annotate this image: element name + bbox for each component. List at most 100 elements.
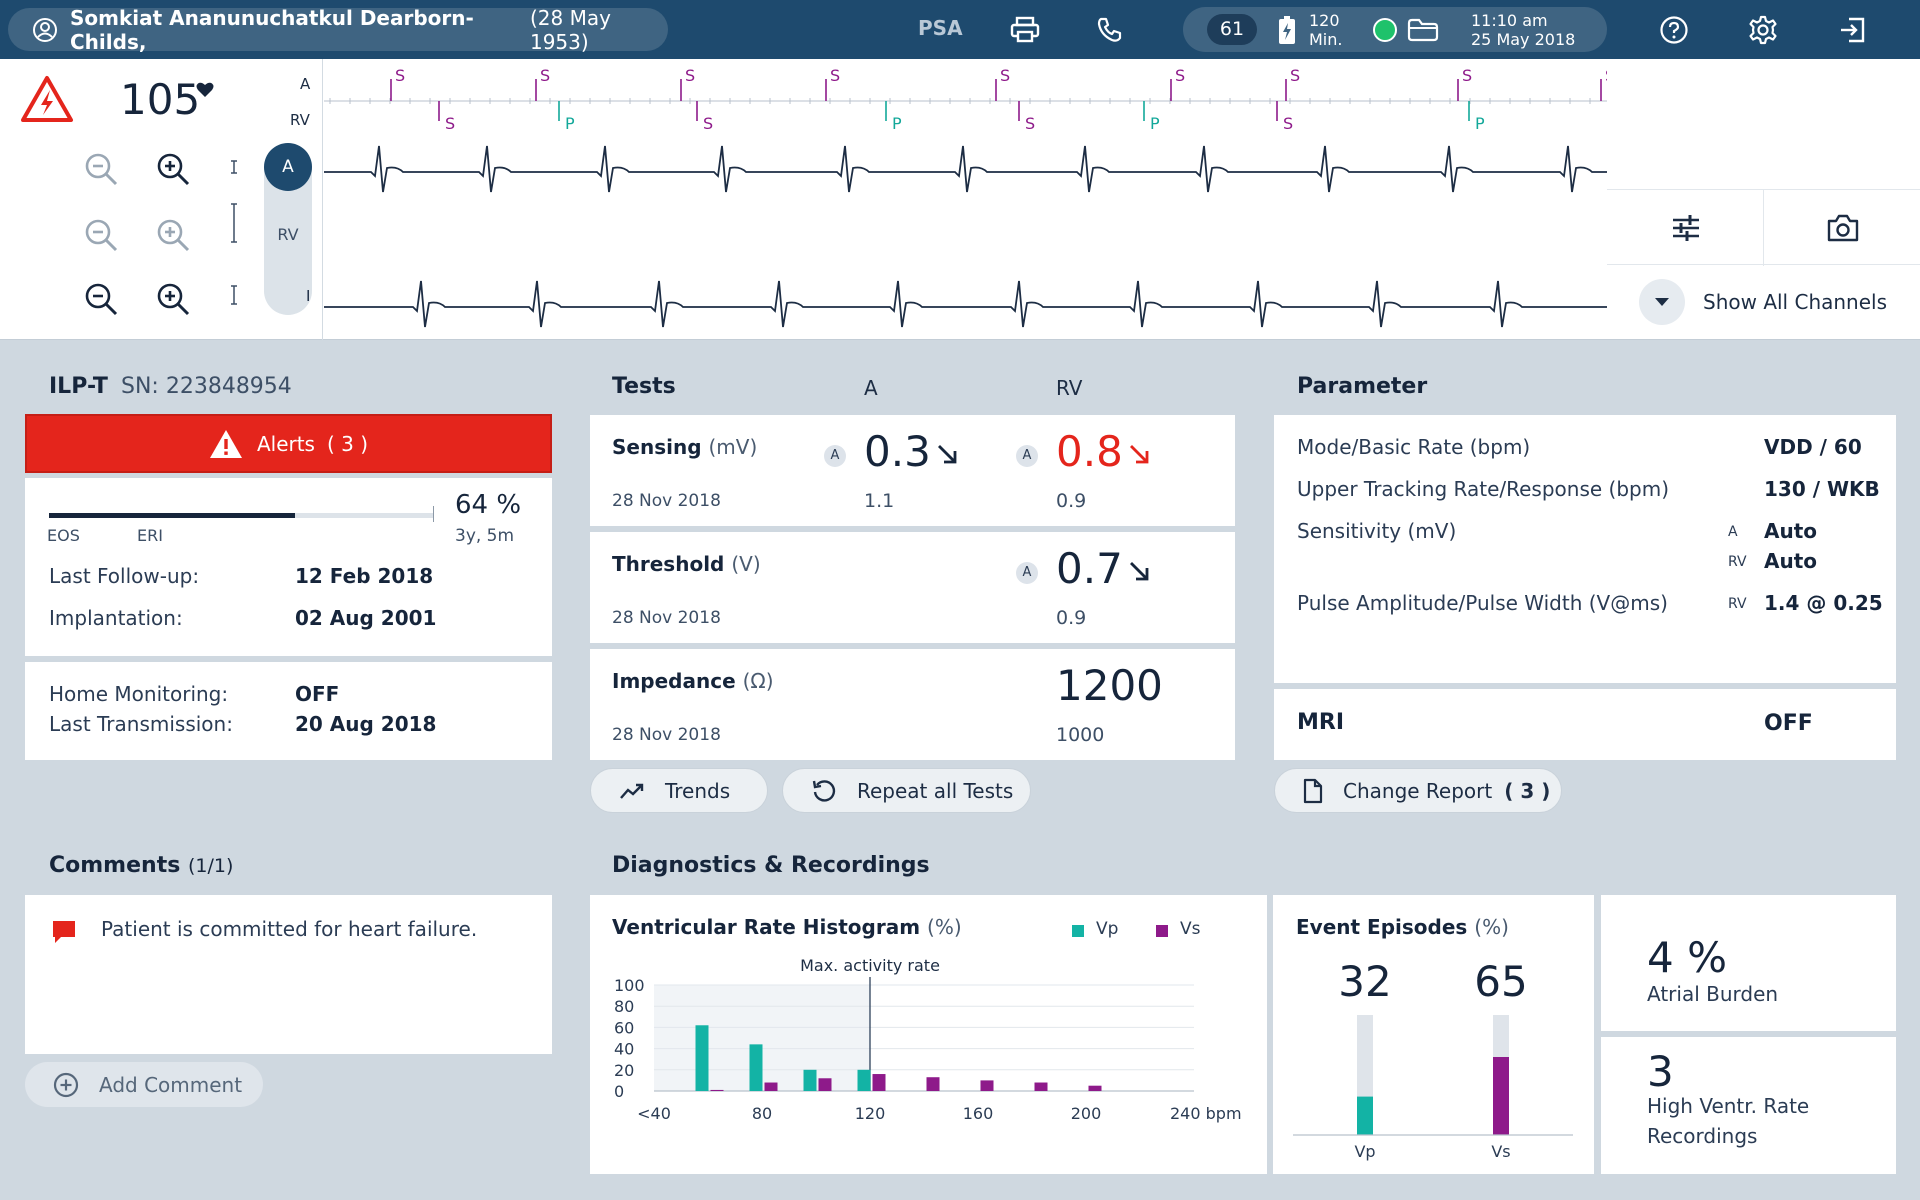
trend-chart-icon <box>619 782 645 800</box>
histogram-chart: 0 20 40 60 80 100 <40 80 120 160 200 240 bpm Max. ac… <box>614 956 1242 1123</box>
y-tick-label: 60 <box>614 1018 634 1037</box>
ecg-marker-label: S <box>445 114 455 133</box>
patient-dob: (28 May 1953) <box>529 5 611 54</box>
alerts-button[interactable]: Alerts ( 3 ) <box>25 414 552 473</box>
hvr-label-line2: Recordings <box>1647 1124 1758 1148</box>
battery-minutes-unit: Min. <box>1309 30 1343 49</box>
device-info-card: 64 % 3y, 5m EOS ERI Last Follow-up: 12 F… <box>25 478 552 656</box>
sensitivity-label: Sensitivity (mV) <box>1297 519 1457 543</box>
zoom-out-icon[interactable] <box>83 217 119 257</box>
histogram-bar-vs <box>710 1089 724 1091</box>
patient-name: Somkiat Ananunuchatkul Dearborn-Childs, <box>70 5 474 54</box>
impedance-card[interactable]: Impedance (Ω) 28 Nov 2018 1200 1000 <box>590 649 1235 760</box>
battery-bar-track <box>49 513 433 518</box>
home-monitoring-card: Home Monitoring: OFF Last Transmission: … <box>25 662 552 760</box>
add-comment-button[interactable]: Add Comment <box>25 1062 263 1107</box>
help-icon[interactable] <box>1658 14 1690 46</box>
histogram-bar-vs <box>764 1082 778 1091</box>
change-report-button[interactable]: Change Report ( 3 ) <box>1274 768 1562 813</box>
zoom-out-icon[interactable] <box>83 281 119 321</box>
impedance-rv-prev: 1000 <box>1056 724 1105 746</box>
phone-icon[interactable] <box>1093 14 1125 46</box>
event-label-vs: Vs <box>1491 1142 1510 1161</box>
zoom-in-icon[interactable] <box>155 217 191 257</box>
sensing-rv-badge: A <box>1016 445 1038 467</box>
current-time: 11:10 am <box>1471 11 1548 30</box>
event-value-vs: 65 <box>1474 957 1527 1006</box>
scale-marker-medium <box>229 285 239 309</box>
x-tick-label: 240 bpm <box>1170 1104 1242 1123</box>
toggle-rv[interactable]: RV <box>277 225 299 244</box>
zoom-in-icon[interactable] <box>155 151 191 191</box>
zoom-in-icon[interactable] <box>155 281 191 321</box>
psa-button[interactable]: PSA <box>918 16 963 40</box>
add-comment-label: Add Comment <box>99 1072 243 1097</box>
alert-triangle-icon[interactable] <box>20 75 74 127</box>
parameter-card[interactable]: Mode/Basic Rate (bpm) VDD / 60 Upper Tra… <box>1274 415 1896 683</box>
mri-card[interactable]: MRI OFF <box>1274 689 1896 760</box>
settings-icon[interactable] <box>1747 14 1779 46</box>
patient-selector[interactable]: Somkiat Ananunuchatkul Dearborn-Childs, … <box>8 5 668 54</box>
sensitivity-a-value: Auto <box>1764 519 1818 543</box>
histogram-bar-vp <box>749 1044 763 1091</box>
home-monitoring-label: Home Monitoring: <box>49 682 229 706</box>
chevron-down-icon <box>1639 279 1685 325</box>
alerts-label: Alerts <box>256 431 315 456</box>
event-bar-vp <box>1357 1096 1373 1135</box>
folder-icon <box>1407 17 1439 47</box>
warning-icon <box>209 429 243 459</box>
histogram-bar-vs <box>1088 1085 1102 1091</box>
histogram-card[interactable]: Ventricular Rate Histogram (%) Vp Vs 0 20… <box>590 895 1267 1174</box>
ecg-panel: 105 A RV <box>0 59 1920 340</box>
ecg-marker-label: S <box>395 66 405 85</box>
hvr-recordings-card[interactable]: 3 High Ventr. Rate Recordings <box>1601 1037 1896 1174</box>
ecg-marker-label: P <box>565 114 575 133</box>
y-tick-label: 0 <box>614 1082 624 1101</box>
camera-icon[interactable] <box>1826 212 1860 248</box>
sensing-card[interactable]: Sensing (mV) 28 Nov 2018 A 0.3 1.1 A 0.8… <box>590 415 1235 526</box>
device-status[interactable]: 61 120 Min. 11:10 am 25 May 2018 <box>1183 7 1607 52</box>
impedance-unit: (Ω) <box>742 669 774 693</box>
histogram-bar-vs <box>926 1077 940 1091</box>
event-episodes-card[interactable]: Event Episodes (%) 32 Vp 65 Vs <box>1273 895 1594 1174</box>
sensitivity-rv-channel: RV <box>1728 554 1747 570</box>
event-bar-vs <box>1493 1057 1509 1135</box>
trend-down-alert-icon <box>1128 443 1150 469</box>
ecg-marker-label: P <box>892 114 902 133</box>
x-tick-label: 200 <box>1071 1104 1102 1123</box>
logout-icon[interactable] <box>1837 14 1869 46</box>
impedance-name: Impedance <box>612 669 736 693</box>
trend-down-icon <box>936 443 958 469</box>
histogram-bar-vs <box>1034 1082 1048 1091</box>
comment-icon <box>51 919 77 949</box>
zoom-out-icon[interactable] <box>83 151 119 191</box>
histogram-bar-vp <box>803 1069 817 1091</box>
show-all-channels-button[interactable]: Show All Channels <box>1639 279 1887 325</box>
comments-card: Patient is committed for heart failure. <box>25 895 552 1054</box>
repeat-all-tests-button[interactable]: Repeat all Tests <box>782 768 1031 813</box>
x-tick-label: <40 <box>637 1104 671 1123</box>
adjust-icon[interactable] <box>1670 212 1702 248</box>
histogram-bar-vs <box>980 1080 994 1091</box>
x-tick-label: 80 <box>752 1104 772 1123</box>
legend-vs-swatch <box>1156 925 1168 937</box>
ecg-marker-label: S <box>703 114 713 133</box>
battery-percent: 64 % <box>455 490 522 520</box>
trends-button[interactable]: Trends <box>590 768 768 813</box>
atrial-burden-card[interactable]: 4 % Atrial Burden <box>1601 895 1896 1031</box>
ecg-marker-label: S <box>685 66 695 85</box>
heart-rate-value: 105 <box>120 75 201 124</box>
comments-count: (1/1) <box>187 855 234 877</box>
threshold-unit: (V) <box>731 552 761 576</box>
trend-down-icon <box>1128 560 1150 586</box>
toggle-a[interactable]: A <box>264 143 312 191</box>
sensing-a-prev: 1.1 <box>864 490 895 512</box>
printer-icon[interactable] <box>1009 14 1041 46</box>
histogram-title: Ventricular Rate Histogram <box>612 915 921 939</box>
ecg-marker-label: P <box>1475 114 1485 133</box>
pulse-channel: RV <box>1728 596 1747 612</box>
sensitivity-a-channel: A <box>1728 524 1738 540</box>
threshold-card[interactable]: Threshold (V) 28 Nov 2018 A 0.7 0.9 <box>590 532 1235 643</box>
mode-value: VDD / 60 <box>1764 435 1862 459</box>
channel-toggle[interactable]: A RV <box>264 143 312 315</box>
